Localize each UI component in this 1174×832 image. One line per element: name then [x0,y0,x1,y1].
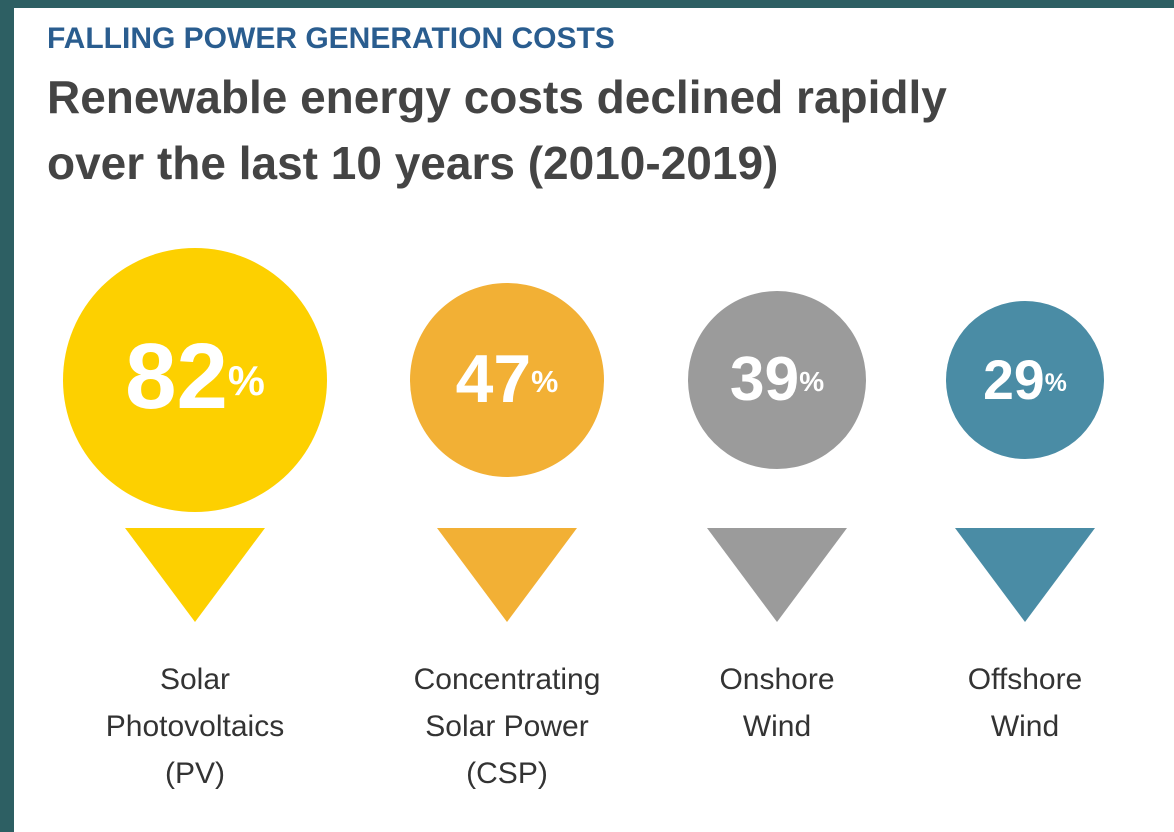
bubble [946,301,1104,459]
category-label: (PV) [165,757,225,790]
chart-subtitle: over the last 10 years (2010-2019) [47,137,778,189]
category-label: Photovoltaics [106,710,284,743]
chart-title: FALLING POWER GENERATION COSTS [47,22,615,55]
down-arrow [437,528,577,622]
category-label: Solar [160,663,230,696]
value-unit: % [228,357,265,404]
category-label: Offshore [968,663,1083,696]
category-label: Wind [743,710,811,743]
value-unit: % [531,365,558,399]
value-label: 29% [983,349,1067,411]
value-label: 47% [456,342,559,417]
category-label: Onshore [719,663,834,696]
bubble [688,291,866,469]
category-label: Wind [991,710,1059,743]
down-arrow [707,528,847,622]
value-number: 39 [730,345,799,414]
bubble [410,283,604,477]
category-label: Concentrating [414,663,601,696]
chart-subtitle: Renewable energy costs declined rapidly [47,71,947,123]
value-label: 82% [125,324,265,428]
bubble [63,248,327,512]
value-unit: % [799,366,824,397]
value-number: 82 [125,324,228,428]
value-unit: % [1045,369,1067,397]
down-arrow [955,528,1095,622]
value-number: 47 [456,342,532,417]
category-label: Solar Power [425,710,588,743]
value-label: 39% [730,345,824,414]
down-arrow [125,528,265,622]
value-number: 29 [983,349,1045,411]
category-label: (CSP) [466,757,548,790]
